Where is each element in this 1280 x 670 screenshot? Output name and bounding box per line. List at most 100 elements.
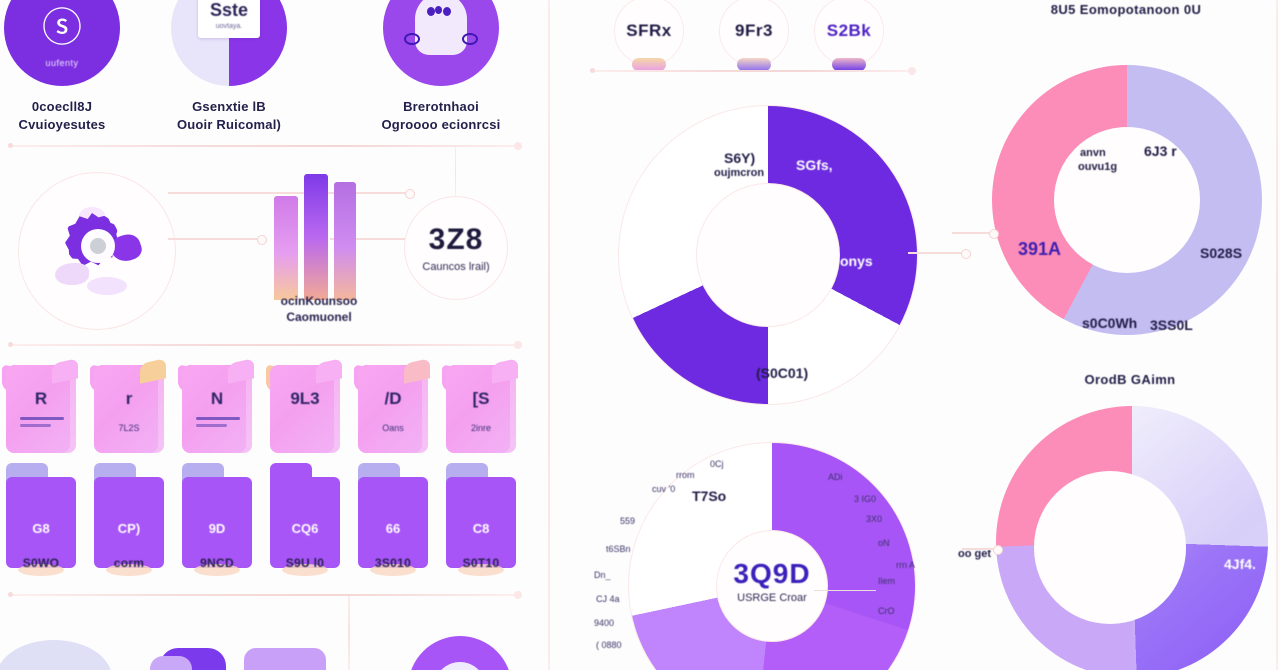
pie-tick-label: CrO: [878, 606, 895, 616]
ghost-icon: [404, 0, 478, 55]
stat-pill[interactable]: 9Fr3: [719, 0, 789, 66]
bottom-center-pie-chart[interactable]: 3Q9D USRGE Croar T7So 0Cj rrom cuv '0 55…: [594, 442, 916, 670]
bottom-arc-lavender: [0, 640, 112, 670]
center-donut-label-e: oujmcron: [714, 167, 765, 179]
feature-1-glyph-sub: uufenty: [45, 58, 79, 68]
right-donut-chart[interactable]: 6J3 r anvn ouvu1g 391A S028S s0C0Wh 3SS0…: [992, 65, 1262, 335]
folder-body: [94, 477, 164, 568]
center-donut-label-f: (S0C01): [756, 365, 809, 381]
package-caption: 2inre: [470, 423, 491, 433]
folder-caption: S0T10: [462, 556, 500, 570]
bottom-center-pie-center-label: USRGE Croar: [737, 592, 807, 604]
folder-label: CQ6: [291, 521, 319, 536]
package-item[interactable]: r 7L2S: [90, 358, 166, 453]
folder-caption: 9NCD: [200, 556, 234, 570]
main-vertical-divider: [548, 0, 550, 670]
folder-shadow: [194, 564, 240, 576]
center-donut-chart[interactable]: SGfs, 8'38c onys S6Y) oujmcron (S0C01): [618, 105, 918, 405]
bottom-arc-violet-shadow: [150, 656, 192, 670]
right-donut-label-e: S028S: [1200, 245, 1243, 261]
mini-bar-chart: ocinKounsoo Caomuonel: [272, 170, 366, 324]
mini-bar-1: [274, 196, 298, 300]
divider-bottom-left: [8, 591, 522, 599]
folder-item[interactable]: CQ6: [270, 463, 340, 576]
feature-card-1[interactable]: ⓢ uufenty 0coecll8J Cvuioyesutes: [0, 0, 137, 133]
pie-tick-label: ( 0880: [596, 640, 622, 650]
folder-label: 66: [385, 521, 401, 536]
folder-item[interactable]: CP): [94, 463, 164, 576]
feature-1-caption-line2: Cvuioyesutes: [18, 116, 106, 132]
package-lines-icon: [196, 417, 240, 431]
package-item[interactable]: /D Oans: [354, 358, 430, 453]
feature-2-caption: Gsenxtie lB Ouoir Ruicomal): [154, 98, 304, 133]
bottom-right-pie-chart[interactable]: oo get 4Jf4.: [958, 406, 1268, 670]
package-mark: 9L3: [290, 389, 320, 408]
right-donut-label-a: 6J3 r: [1144, 143, 1177, 159]
pie-tick-label: 559: [620, 516, 636, 526]
connector-bars-to-kpi: [330, 189, 415, 199]
folder-body: [182, 477, 252, 568]
cart-glyph-icon: ⓢ: [42, 6, 82, 50]
folder-item[interactable]: 9D: [182, 463, 252, 576]
stat-pill[interactable]: SFRx: [614, 0, 684, 66]
feature-2-bubble: Sste uovtaya.: [171, 0, 287, 86]
folder-item[interactable]: 66: [358, 463, 428, 576]
feature-3-caption-line2: Ogroooo ecionrcsi: [381, 116, 501, 132]
package-lines-icon: [20, 417, 64, 431]
package-caption: 7L2S: [118, 423, 140, 433]
folder-label: 9D: [208, 521, 226, 536]
gear-blob-left: [55, 263, 89, 285]
pie-tick-label: 9400: [594, 618, 615, 628]
stat-pill-base: [832, 58, 866, 71]
gear-icon: [51, 205, 145, 297]
package-mark: r: [125, 389, 133, 408]
kpi-value: 3Z8: [428, 223, 484, 256]
feature-card-3[interactable]: Brerotnhaoi Ogroooo ecionrcsi: [366, 0, 516, 133]
feature-2-note-big: Sste: [209, 0, 249, 20]
kpi-node[interactable]: 3Z8 Cauncos lrail): [404, 196, 508, 300]
folder-shadow: [106, 564, 152, 576]
pie-tick-label: ADi: [828, 472, 843, 482]
folder-label: C8: [472, 521, 490, 536]
package-item[interactable]: 9L3: [266, 358, 342, 453]
folder-caption: corm: [113, 556, 145, 570]
bottom-right-pie-hole: [1034, 471, 1187, 624]
package-item[interactable]: R: [2, 358, 78, 453]
bottom-bar-lavender: [244, 648, 326, 670]
folder-body: [270, 477, 340, 568]
feature-3-caption: Brerotnhaoi Ogroooo ecionrcsi: [366, 98, 516, 133]
pie-tick-label: 3 IG0: [854, 494, 877, 504]
center-donut-hole: [696, 183, 840, 327]
note-card-icon: Sste uovtaya.: [198, 0, 260, 38]
stat-pill[interactable]: S2Bk: [814, 0, 884, 66]
folder-caption: S9U l0: [285, 556, 325, 570]
feature-card-2[interactable]: Sste uovtaya. Gsenxtie lB Ouoir Ruicomal…: [154, 0, 304, 133]
folder-shadow: [282, 564, 328, 576]
pie-tick-label: rrom: [676, 470, 695, 480]
feature-2-note-small: uovtaya.: [215, 23, 243, 30]
gear-node[interactable]: [18, 172, 176, 330]
folder-item[interactable]: C8: [446, 463, 516, 576]
feature-1-bubble: ⓢ uufenty: [4, 0, 120, 86]
ghost-ear-right-icon: [462, 33, 478, 45]
pie-tick-label: 0Cj: [710, 459, 724, 469]
feature-3-caption-line1: Brerotnhaoi: [403, 99, 479, 114]
package-item[interactable]: N: [178, 358, 254, 453]
folder-item[interactable]: G8: [6, 463, 76, 576]
bottom-center-pie-label-a: T7So: [692, 488, 727, 504]
bottom-donut-purple-hole: [434, 662, 486, 670]
bottom-center-pie-center-value: 3Q9D: [733, 558, 811, 589]
bottom-right-pie-label-b: 4Jf4.: [1224, 556, 1256, 572]
center-donut-label-c: onys: [840, 253, 873, 269]
tertiary-vertical-divider: [1276, 0, 1278, 670]
pie-tick-label: oN: [878, 538, 890, 548]
feature-1-caption: 0coecll8J Cvuioyesutes: [0, 98, 137, 133]
folder-label: G8: [32, 521, 50, 536]
mini-bar-caption: ocinKounsoo Caomuonel: [254, 294, 384, 325]
package-mark: [S: [472, 389, 490, 408]
right-donut-hole: [1054, 127, 1200, 273]
package-item[interactable]: [S 2inre: [442, 358, 518, 453]
pie-leader-line: [814, 590, 876, 591]
pie-tick-label: Ilem: [878, 576, 896, 586]
connector-kpi-drop: [455, 146, 456, 198]
